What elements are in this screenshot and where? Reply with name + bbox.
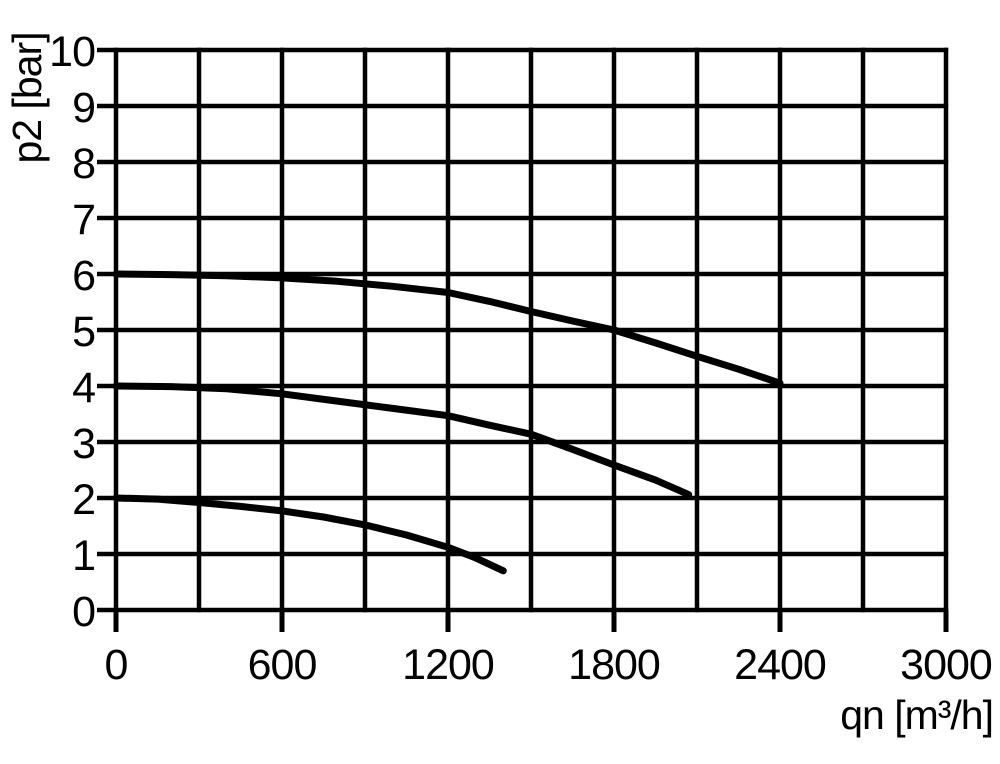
y-tick-label-9: 9 [72, 84, 95, 132]
curve-inlet-4-bar [112, 382, 693, 499]
y-tick-label-4: 4 [72, 364, 95, 412]
y-tick-label-6: 6 [72, 252, 95, 300]
y-tick-label-5: 5 [72, 308, 95, 356]
x-tick-label-0: 0 [105, 641, 128, 689]
y-tick-label-1: 1 [72, 532, 95, 580]
y-tick-label-2: 2 [72, 476, 95, 524]
grid-layer [97, 47, 949, 613]
curve-layer [112, 270, 784, 575]
x-axis-title: qn [m³/h] [840, 692, 993, 738]
x-tick-label-1200: 1200 [402, 641, 494, 689]
x-tick-label-600: 600 [248, 641, 317, 689]
x-tick-label-2400: 2400 [734, 641, 826, 689]
y-tick-label-0: 0 [72, 588, 95, 636]
x-tick-label-3000: 3000 [900, 641, 992, 689]
y-tick-label-7: 7 [72, 196, 95, 244]
y-tick-label-8: 8 [72, 140, 95, 188]
tick-label-layer: 0 600 1200 1800 2400 3000 0 1 2 3 4 5 6 7 8 9 10 [49, 28, 993, 689]
curve-inlet-6-bar [112, 270, 784, 387]
tick-layer [113, 610, 949, 632]
curve-inlet-2-bar [112, 494, 507, 575]
x-tick-label-1800: 1800 [568, 641, 660, 689]
y-axis-title: p2 [bar] [4, 32, 50, 163]
y-tick-label-10: 10 [49, 28, 95, 76]
y-tick-label-3: 3 [72, 420, 95, 468]
